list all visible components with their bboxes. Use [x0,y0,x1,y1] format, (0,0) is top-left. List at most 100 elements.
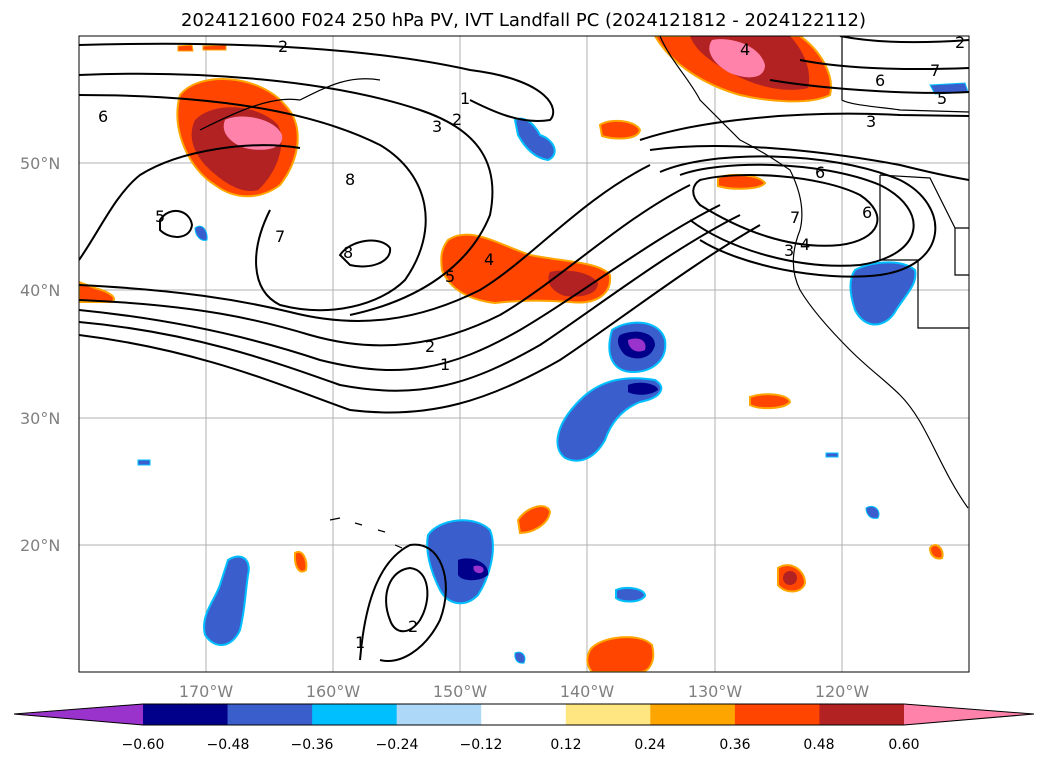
pv-positive-anomalies [79,36,944,672]
contour-label: 2 [452,110,462,129]
contour-line [799,59,969,71]
colorbar-segment [396,704,482,725]
contour-label: 5 [445,267,455,286]
contour-label: 4 [484,250,494,269]
pv-neg-blob-4 [203,555,250,646]
pv-blob-tiny-1 [177,44,194,52]
colorbar-tick-label: −0.12 [460,737,503,753]
colorbar-tick-label: −0.36 [291,737,334,753]
pv-blob-small-6 [586,636,655,672]
contour-label: 8 [345,170,355,189]
contour-line [79,94,427,312]
contour-labels: 2 6 1 2 3 7 8 8 5 5 4 2 1 1 2 4 6 3 6 7 … [98,36,965,652]
contour-label: 7 [930,61,940,80]
lat-label: 50°N [20,154,60,173]
pv-blob-small-3 [749,393,792,410]
contour-label: 7 [790,208,800,227]
contour-label: 2 [278,37,288,56]
pv-neg-blob-1-peak [628,338,646,352]
contour-label: 8 [343,243,353,262]
map-frame [78,35,970,673]
coastlines [199,36,969,549]
colorbar-tick-labels: −0.60 −0.48 −0.36 −0.24 −0.12 0.12 0.24 … [122,737,920,753]
colorbar-segment [312,704,398,725]
colorbar-outline [13,703,1035,726]
pv-blob-small-1 [598,119,642,140]
pv-blob-west-peak [223,116,283,150]
us-border [841,36,969,113]
contour-line [839,36,969,44]
colorbar-tick-label: 0.60 [888,737,919,753]
colorbar-segment [650,704,736,725]
colorbar-tick-label: 0.48 [803,737,834,753]
colorbar-segment [565,704,651,725]
contour-label: 4 [740,40,750,59]
contour-label: 4 [800,235,810,254]
lat-label: 40°N [20,281,60,300]
contour-label: 6 [875,71,885,90]
pv-blob-small-8 [928,544,944,560]
latitude-labels: 50°N 40°N 30°N 20°N [20,154,60,555]
hawaii [329,517,403,549]
pv-blob-north-peak [709,39,765,78]
contour-label: 2 [425,337,435,356]
pv-blob-small-7 [293,550,308,573]
lon-label: 130°W [688,682,743,701]
longitude-labels: 170°W 160°W 150°W 140°W 130°W 120°W [179,682,870,701]
lat-label: 20°N [20,536,60,555]
contour-line [659,155,937,278]
colorbar-segment [819,704,905,725]
lon-label: 120°W [815,682,870,701]
pv-negative-anomalies [137,82,969,664]
pv-blob-central-core [548,270,598,297]
pv-neg-blob-2 [556,377,663,462]
contour-label: 7 [275,227,285,246]
pv-neg-blob-8 [194,225,208,241]
map-title: 2024121600 F024 250 hPa PV, IVT Landfall… [180,10,867,31]
contour-line [692,174,879,247]
contour-line [639,112,969,141]
pv-neg-blob-5 [513,117,556,162]
contour-line [769,79,969,94]
colorbar-tick-label: −0.60 [122,737,165,753]
pv-neg-blob-6 [849,261,917,326]
contour-label: 5 [937,89,947,108]
contour-line [79,224,761,414]
pv-blob-tiny-2 [202,44,227,51]
colorbar-tick-label: 0.36 [719,737,750,753]
contour-line [79,204,721,371]
north-america-coast [659,36,969,509]
pv-neg-blob-13 [825,452,839,458]
colorbar-extend-high [904,704,1034,725]
contour-label: 5 [155,207,165,226]
pv-neg-blob-2-core [628,382,658,395]
pv-neg-blob-10 [514,651,526,664]
contour-line [79,214,741,392]
pv-neg-blob-9 [865,505,880,519]
contour-label: 2 [408,617,418,636]
contour-line [79,42,555,122]
lat-label: 30°N [20,409,60,428]
pv-neg-blob-3-core [458,558,489,581]
contour-label: 6 [98,107,108,126]
lon-label: 150°W [433,682,488,701]
pv-neg-blob-7 [615,587,647,603]
contour-label: 6 [815,163,825,182]
contour-line [159,210,194,238]
pv-neg-blob-3-peak [473,565,484,574]
colorbar-tick-label: 0.12 [550,737,581,753]
lon-label: 160°W [306,682,361,701]
colorbar-segment [143,704,229,725]
aleutians [199,78,381,131]
lon-label: 170°W [179,682,234,701]
colorbar-extend-low [14,704,143,725]
contour-label: 3 [432,117,442,136]
contour-label: 1 [355,633,365,652]
contour-label: 1 [460,89,470,108]
colorbar-tick-label: 0.24 [634,737,665,753]
colorbar-tick-label: −0.24 [376,737,419,753]
colorbar: −0.60 −0.48 −0.36 −0.24 −0.12 0.12 0.24 … [13,703,1035,753]
contour-line [79,164,651,322]
colorbar-tick-label: −0.48 [207,737,250,753]
